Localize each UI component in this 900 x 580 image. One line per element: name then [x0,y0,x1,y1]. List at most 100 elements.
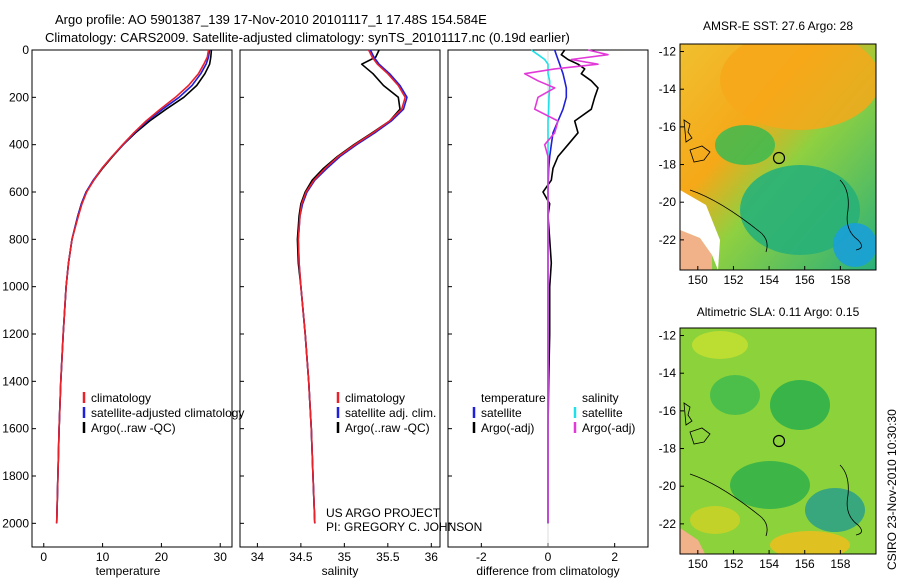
xtick-label: 34 [251,550,265,564]
sst-cold-patch [833,223,876,267]
xtick-label: 36 [425,550,439,564]
ytick-label: 0 [22,43,29,57]
ytick-label: 400 [9,138,29,152]
map-ytick-label: -22 [659,233,677,247]
map-xtick-label: 156 [795,273,815,287]
figure-title-line1: Argo profile: AO 5901387_139 17-Nov-2010… [55,12,487,27]
footer-timestamp: CSIRO 23-Nov-2010 10:30:30 [885,409,899,570]
sla-high-patch-2 [730,461,810,509]
sla-high-patch-3 [805,488,865,532]
xtick-label: 0 [40,550,47,564]
difference-panel: -2 0 2 difference from climatology tempera… [447,49,649,578]
legend-label-satellite: satellite adj. clim. [345,406,436,420]
sla-high-patch-1 [770,380,830,430]
salinity-panel: 34 34.5 35 35.5 36 salinity climatology sate… [239,49,482,578]
figure-title-line2: Climatology: CARS2009. Satellite-adjuste… [45,30,570,45]
legend-label-argo: Argo(..raw -QC) [345,421,430,435]
map-ytick-label: -16 [659,120,677,134]
map-xtick-label: 154 [759,557,779,571]
ytick-label: 600 [9,185,29,199]
series-line-argo-raw-qc- [55,49,213,524]
xtick-label: 10 [96,550,110,564]
sla-low-patch-1 [770,531,850,554]
project-line2: PI: GREGORY C. JOHNSON [326,520,482,534]
legend-header-salinity: salinity [582,391,619,405]
legend-label-climatology: climatology [345,391,405,405]
map-xtick-label: 158 [830,273,850,287]
argo-location-marker [772,434,786,448]
sla-map-panel: Altimetric SLA: 0.11 Argo: 0.15 150 152 15… [659,305,877,571]
salinity-legend: climatology satellite adj. clim. Argo(..… [336,391,436,435]
ytick-label: 1200 [2,327,29,341]
ytick-label: 800 [9,232,29,246]
legend-label-argo: Argo(..raw -QC) [91,421,176,435]
map-ytick-label: -12 [659,45,677,59]
map-ytick-label: -18 [659,442,677,456]
difference-legend: temperature salinity satellite Argo(-adj… [472,391,635,435]
temperature-legend: climatology satellite-adjusted climatolo… [82,391,244,435]
depth-yticks: 0 200 400 600 800 1000 1200 1400 1600 1800 2000 [2,43,452,530]
series-line-satellite-adjusted-climatology [55,49,211,524]
ytick-label: 1000 [2,280,29,294]
sst-coastline [683,119,862,253]
series-line-climatology [297,49,407,524]
legend-label-sal-satellite: satellite [582,406,623,420]
map-ytick-label: -22 [659,517,677,531]
ytick-label: 2000 [2,516,29,530]
legend-header-temperature: temperature [481,391,546,405]
sst-warm-patch [720,44,876,130]
xtick-label: -2 [476,550,487,564]
ytick-label: 200 [9,90,29,104]
sst-green-patch [715,125,775,165]
legend-label-sal-argo: Argo(-adj) [582,421,635,435]
map-xtick-label: 158 [830,557,850,571]
difference-lines [523,49,609,547]
legend-label-satellite: satellite-adjusted climatology [91,406,244,420]
series-line-climatology [55,49,210,524]
ytick-label: 1400 [2,374,29,388]
sst-cool-patch [740,165,860,255]
difference-xticks: -2 0 2 [476,543,618,564]
xtick-label: 35.5 [376,550,400,564]
difference-xlabel: difference from climatology [476,564,619,578]
salinity-xlabel: salinity [322,564,359,578]
legend-label-temp-satellite: satellite [481,406,522,420]
map-xtick-label: 150 [688,273,708,287]
temperature-xticks: 0 10 20 30 [40,543,227,564]
salinity-axes [239,49,441,548]
map-xtick-label: 150 [688,557,708,571]
series-line-salinity-argo-adj- [523,49,609,524]
map-xtick-label: 156 [795,557,815,571]
sla-map-title: Altimetric SLA: 0.11 Argo: 0.15 [697,305,860,319]
salinity-xticks: 34 34.5 35 35.5 36 [251,543,439,564]
map-xtick-label: 152 [723,557,743,571]
map-ytick-label: -16 [659,404,677,418]
xtick-label: 0 [545,550,552,564]
xtick-label: 35 [338,550,352,564]
xtick-label: 30 [214,550,228,564]
project-line1: US ARGO PROJECT [326,506,441,520]
temperature-axes [31,49,233,548]
salinity-lines [296,49,408,524]
map-ytick-label: -12 [659,329,677,343]
map-xtick-label: 152 [723,273,743,287]
sla-land [680,528,705,554]
sst-map-panel: AMSR-E SST: 27.6 Argo: 28 150 152 154 156 15… [659,19,877,287]
map-ytick-label: -20 [659,195,677,209]
sla-high-patch-4 [710,375,760,415]
map-ytick-label: -20 [659,479,677,493]
sst-map-ticks: 150 152 154 156 158 -12 -14 -16 -18 -20 -22 [659,45,851,287]
legend-label-climatology: climatology [91,391,151,405]
map-xtick-label: 154 [759,273,779,287]
ytick-label: 1800 [2,469,29,483]
argo-location-marker [772,151,786,165]
sla-map-frame [679,327,877,555]
sst-nodata [680,190,720,270]
xtick-label: 34.5 [289,550,313,564]
sla-map-ticks: 150 152 154 156 158 -12 -14 -16 -18 -20 -22 [659,329,851,571]
map-ytick-label: -18 [659,158,677,172]
series-line-temperature-argo-adj- [542,49,599,524]
map-ytick-label: -14 [659,82,677,96]
sla-coastline [683,402,862,537]
